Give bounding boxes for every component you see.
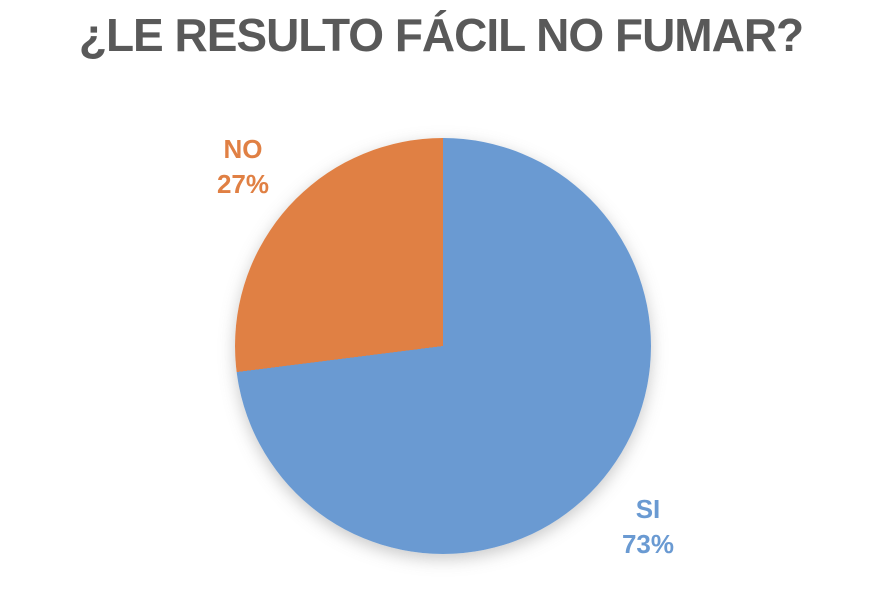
pie-chart [235, 138, 651, 554]
slice-label-si-name: SI [635, 494, 661, 524]
slice-label-no-name: NO [223, 134, 263, 164]
slice-label-si: SI 73% [578, 492, 718, 562]
slice-label-no: NO 27% [173, 132, 313, 202]
slice-label-no-percent: 27% [216, 169, 270, 199]
chart-title: ¿LE RESULTO FÁCIL NO FUMAR? [78, 9, 804, 61]
slice-label-si-percent: 73% [621, 529, 675, 559]
